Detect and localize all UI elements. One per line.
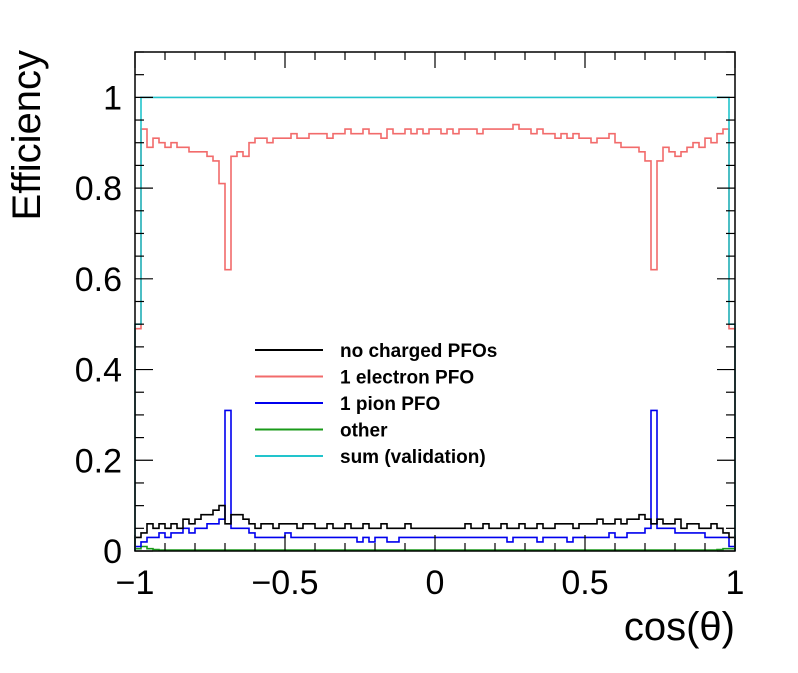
x-tick-label: 0	[426, 564, 445, 602]
legend-label: other	[340, 421, 388, 442]
x-tick-label: 1	[726, 564, 745, 602]
y-tick-label: 0.8	[75, 170, 122, 208]
x-tick-label: −1	[116, 564, 155, 602]
tick-labels: −1 −0.5 0 0.5 1 0 0.2 0.4 0.6 0.8 1	[75, 79, 745, 602]
y-tick-label: 0.4	[75, 352, 122, 390]
y-tick-label: 0.6	[75, 261, 122, 299]
axis-ticks	[134, 51, 736, 552]
legend-label: 1 electron PFO	[340, 368, 474, 389]
legend-label: no charged PFOs	[340, 341, 497, 362]
legend: no charged PFOs 1 electron PFO 1 pion PFO o…	[255, 341, 497, 468]
series-line-0	[134, 504, 736, 551]
x-tick-label: −0.5	[251, 564, 318, 602]
y-tick-label: 0.2	[75, 442, 122, 480]
x-tick-label: 0.5	[561, 564, 608, 602]
y-tick-label: 0	[103, 533, 122, 571]
x-axis-title: cos(θ)	[624, 605, 735, 649]
series-line-1	[134, 123, 736, 551]
legend-label: 1 pion PFO	[340, 394, 440, 415]
y-tick-label: 1	[103, 79, 122, 117]
y-axis-title: Efficiency	[5, 50, 49, 220]
series-line-2	[134, 409, 736, 551]
legend-label: sum (validation)	[340, 447, 486, 468]
series-line-4	[134, 96, 736, 551]
